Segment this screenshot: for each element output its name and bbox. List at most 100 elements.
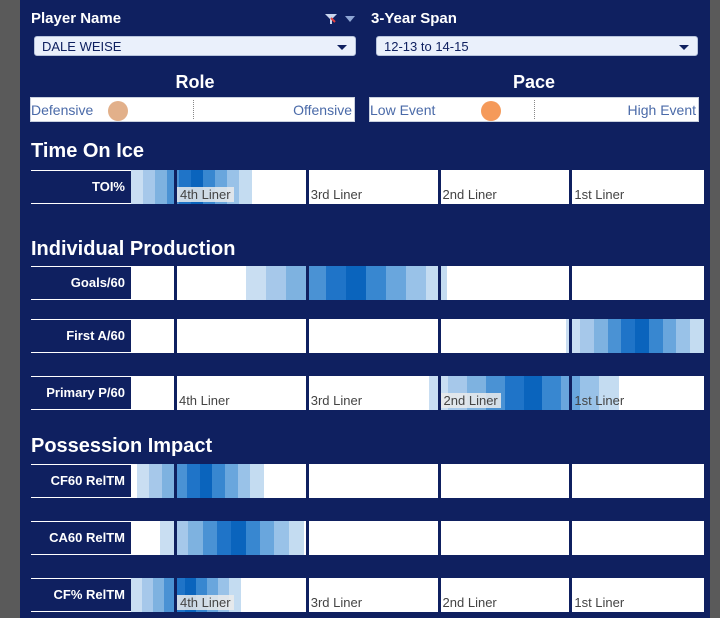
- heat-cell: [141, 578, 154, 612]
- heat-cell: [345, 266, 367, 300]
- tier-label: 4th Liner: [178, 393, 230, 408]
- tier-divider: [305, 170, 309, 204]
- role-title: Role: [175, 72, 215, 92]
- heat-cell: [163, 578, 176, 612]
- heat-cell: [250, 464, 264, 498]
- tier-label: 1st Liner: [574, 595, 625, 610]
- tier-label: 2nd Liner: [440, 393, 501, 408]
- heat-cell: [599, 376, 620, 410]
- metric-track[interactable]: 4th Liner 3rd Liner 2nd Liner 1st Liner: [131, 578, 704, 612]
- metric-track[interactable]: [131, 319, 704, 353]
- tier-divider: [437, 578, 441, 612]
- pace-knob[interactable]: [481, 101, 502, 121]
- tier-label: 4th Liner: [176, 595, 234, 610]
- tier-divider: [569, 464, 573, 498]
- player-name-select[interactable]: DALE WEISE: [34, 36, 356, 56]
- tier-divider: [305, 521, 309, 555]
- heat-cell: [365, 266, 387, 300]
- heat-cell: [265, 266, 287, 300]
- heat-cell: [159, 521, 175, 555]
- metric-track[interactable]: [131, 521, 704, 555]
- dashboard-panel: Player Name DALE WEISE 3-Year Span 12-13…: [20, 0, 710, 618]
- tier-divider: [437, 376, 441, 410]
- metric-label: CF60 RelTM: [31, 464, 131, 498]
- dropdown-arrow-icon: [337, 45, 347, 50]
- metric-track[interactable]: [131, 266, 704, 300]
- role-midline: [192, 100, 194, 119]
- role-knob[interactable]: [108, 101, 129, 121]
- tier-divider: [173, 521, 177, 555]
- tier-label: 3rd Liner: [310, 595, 363, 610]
- role-left-label: Defensive: [31, 102, 94, 118]
- tier-divider: [305, 464, 309, 498]
- span-select[interactable]: 12-13 to 14-15: [376, 36, 698, 56]
- heat-cell: [224, 464, 239, 498]
- section-title: Time On Ice: [31, 140, 145, 162]
- tier-divider: [173, 578, 177, 612]
- tier-label: 1st Liner: [574, 393, 625, 408]
- tier-divider: [569, 521, 573, 555]
- heat-cell: [504, 376, 525, 410]
- tier-divider: [305, 578, 309, 612]
- heat-cell: [155, 170, 169, 204]
- heat-cell: [662, 319, 678, 353]
- span-label: 3-Year Span: [371, 10, 457, 27]
- metric-label: First A/60: [31, 319, 131, 353]
- heat-cell: [259, 521, 276, 555]
- tier-divider: [569, 266, 573, 300]
- heat-cell: [385, 266, 408, 300]
- player-name-value: DALE WEISE: [42, 39, 122, 54]
- heat-cell: [173, 521, 190, 555]
- heat-cell: [325, 266, 347, 300]
- role-slider[interactable]: Defensive Offensive: [30, 97, 355, 122]
- heat-cell: [136, 464, 151, 498]
- heat-cell: [635, 319, 650, 353]
- filter-icon[interactable]: [325, 14, 337, 24]
- metric-label: CA60 RelTM: [31, 521, 131, 555]
- heat-cell: [202, 521, 218, 555]
- heat-cell: [149, 464, 163, 498]
- pace-slider[interactable]: Low Event High Event: [369, 97, 699, 122]
- heat-cell: [690, 319, 704, 353]
- heat-cell: [523, 376, 544, 410]
- heat-cell: [607, 319, 623, 353]
- pace-right-label: High Event: [627, 102, 696, 118]
- heat-cell: [188, 521, 204, 555]
- heat-cell: [593, 319, 609, 353]
- span-value: 12-13 to 14-15: [384, 39, 469, 54]
- metric-label: TOI%: [31, 170, 131, 204]
- heat-cell: [426, 266, 448, 300]
- metric-label: Primary P/60: [31, 376, 131, 410]
- heat-cell: [143, 170, 157, 204]
- heat-cell: [131, 170, 145, 204]
- heat-cell: [580, 376, 601, 410]
- dropdown-arrow-icon: [679, 45, 689, 50]
- heat-cell: [676, 319, 692, 353]
- tier-label: 3rd Liner: [310, 187, 363, 202]
- heat-cell: [161, 464, 176, 498]
- section-title: Possession Impact: [31, 435, 213, 457]
- heat-cell: [237, 464, 252, 498]
- tier-divider: [437, 170, 441, 204]
- tier-divider: [305, 319, 309, 353]
- metric-track[interactable]: 4th Liner 3rd Liner 2nd Liner 1st Liner: [131, 170, 704, 204]
- heat-cell: [187, 464, 201, 498]
- heat-cell: [245, 266, 267, 300]
- heat-cell: [621, 319, 637, 353]
- heat-cell: [152, 578, 165, 612]
- tier-divider: [305, 376, 309, 410]
- tier-divider: [173, 464, 177, 498]
- metric-label: CF% RelTM: [31, 578, 131, 612]
- tier-divider: [437, 319, 441, 353]
- tier-divider: [437, 521, 441, 555]
- pace-title: Pace: [512, 72, 556, 92]
- metric-track[interactable]: [131, 464, 704, 498]
- metric-track[interactable]: 4th Liner 3rd Liner 2nd Liner 1st Liner: [131, 376, 704, 410]
- heat-cell: [216, 521, 233, 555]
- role-right-label: Offensive: [293, 102, 352, 118]
- heat-cell: [239, 170, 253, 204]
- heat-cell: [212, 464, 226, 498]
- heat-cell: [580, 319, 595, 353]
- tier-divider: [173, 319, 177, 353]
- chevron-down-icon[interactable]: [345, 16, 355, 22]
